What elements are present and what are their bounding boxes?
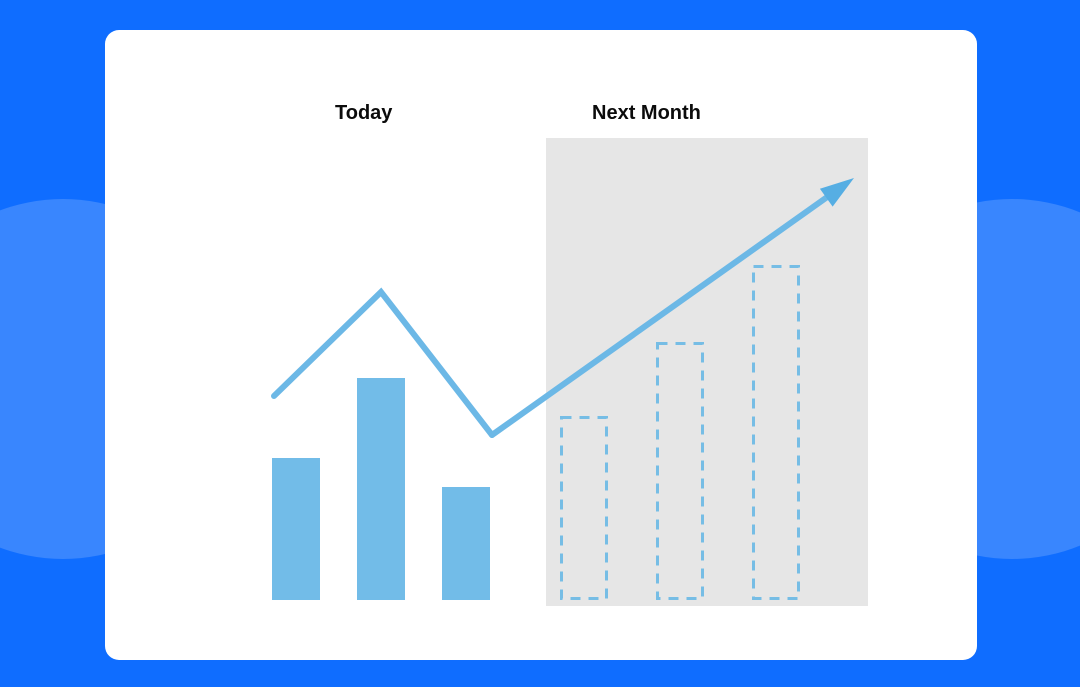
trend-arrow-head-icon: [820, 178, 854, 207]
bar-solid: [357, 378, 405, 600]
stage: Today Next Month: [0, 0, 1080, 687]
trend-arrow-shaft: [492, 189, 839, 435]
bar-solid: [442, 487, 490, 600]
card: Today Next Month: [105, 30, 977, 660]
bar-forecast: [562, 418, 607, 599]
bar-forecast: [658, 344, 703, 599]
bar-solid: [272, 458, 320, 600]
chart: [105, 30, 977, 660]
bar-forecast: [754, 267, 799, 599]
